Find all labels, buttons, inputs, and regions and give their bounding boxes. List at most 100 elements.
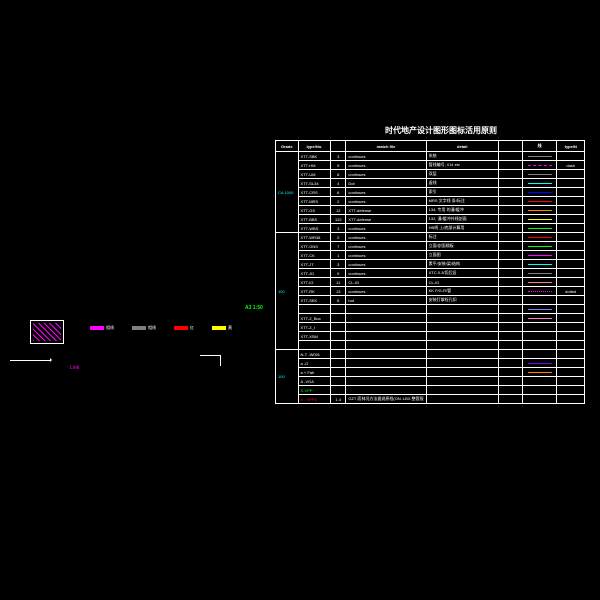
table-header: match file — [346, 141, 426, 152]
layer-detail — [426, 359, 498, 368]
table-row: XTT-SL344Dot虚线 — [276, 179, 585, 188]
line-sample-cell — [522, 377, 557, 386]
layer-num: 132 — [331, 215, 346, 224]
table-row: a -G — [276, 359, 585, 368]
layer-type2 — [557, 179, 585, 188]
layer-type2 — [557, 305, 585, 314]
line-sample-cell — [522, 386, 557, 395]
layer-type2 — [557, 215, 585, 224]
layer-name: XTT-UM — [298, 170, 331, 179]
legend-label: 黄 — [228, 325, 232, 330]
layer-num: 11 — [331, 278, 346, 287]
layer-linetype: continues — [346, 287, 426, 296]
layer-linetype — [346, 377, 426, 386]
line-sample — [528, 309, 552, 310]
layer-detail: 安装打掌栓孔扣 — [426, 296, 498, 305]
layer-detail: CL-IG — [426, 278, 498, 287]
layer-num: 13 — [331, 287, 346, 296]
line-sample — [528, 201, 552, 202]
layer-name: N-T -W001 — [298, 350, 331, 359]
hatch-swatch — [30, 320, 64, 344]
layer-linetype: continues — [346, 170, 426, 179]
layer-linetype: continues — [346, 197, 426, 206]
layer-num — [331, 323, 346, 332]
layer-type2 — [557, 278, 585, 287]
layer-detail — [426, 386, 498, 395]
layer-detail — [426, 341, 498, 350]
layer-num: 5 — [331, 161, 346, 170]
layer-num: 12 — [331, 206, 346, 215]
layer-name: XTT-IG — [298, 278, 331, 287]
layer-detail: 管线编号, 014 etc — [426, 161, 498, 170]
layer-blank — [498, 179, 522, 188]
table-row — [276, 305, 585, 314]
layer-type2: dash — [557, 161, 585, 170]
table-row: XTT-MRS2continuesMRS 文字线 条/标注 — [276, 197, 585, 206]
layer-type2 — [557, 323, 585, 332]
layer-num — [331, 341, 346, 350]
table-row: XTT-GNS7continues立面/剖面隔板 — [276, 242, 585, 251]
layer-type2 — [557, 269, 585, 278]
layer-blank — [498, 323, 522, 332]
line-sample — [528, 282, 552, 283]
layer-detail: 双层 — [426, 170, 498, 179]
layer-name: XTT-JT — [298, 260, 331, 269]
layer-detail: HB线 上/底部计算用 — [426, 224, 498, 233]
table-row: XTT-RK13continuesKK F/G-R/管dotted — [276, 287, 585, 296]
table-row: a + Fah — [276, 368, 585, 377]
layer-detail: 素平/安装/梁/结构 — [426, 260, 498, 269]
layer-detail: XTC 0.3/切后竖 — [426, 269, 498, 278]
layer-blank — [498, 224, 522, 233]
layer-num: 8 — [331, 296, 346, 305]
layer-blank — [498, 233, 522, 242]
table-header: Grade — [276, 141, 299, 152]
layer-linetype: XTT-defense — [346, 215, 426, 224]
layer-type2 — [557, 296, 585, 305]
table-row: CA 1000XTT-SBK3continues系统 — [276, 152, 585, 161]
table-row: XTT-JT3continues素平/安装/梁/结构 — [276, 260, 585, 269]
layer-type2 — [557, 251, 585, 260]
layer-name: a -G — [298, 359, 331, 368]
layer-name: XTT-CRS — [298, 188, 331, 197]
table-row: X-VPP — [276, 386, 585, 395]
layer-name: a - XPPS — [298, 395, 331, 404]
layer-type2 — [557, 188, 585, 197]
layer-blank — [498, 170, 522, 179]
line-sample — [528, 246, 552, 247]
layer-name: XTT-CK — [298, 251, 331, 260]
layer-type2 — [557, 206, 585, 215]
layer-blank — [498, 197, 522, 206]
layer-detail: 立面图 — [426, 251, 498, 260]
layer-linetype — [346, 359, 426, 368]
layer-type2 — [557, 224, 585, 233]
legend-swatch — [174, 326, 188, 330]
table-header — [498, 141, 522, 152]
layer-detail: 134, 专用 的漫/缓冲 — [426, 206, 498, 215]
legend-item: 相线 — [90, 325, 114, 331]
line-sample-cell — [522, 350, 557, 359]
line-sample-cell — [522, 206, 557, 215]
layer-blank — [498, 296, 522, 305]
layer-linetype: continues — [346, 260, 426, 269]
table-row: XTT-CRS6continues索引 — [276, 188, 585, 197]
layer-linetype — [346, 386, 426, 395]
line-sample — [528, 372, 552, 373]
layer-name: XTT-BBS — [298, 215, 331, 224]
group-label: CA 1000 — [276, 152, 299, 233]
layer-blank — [498, 314, 522, 323]
legend-label: 相线 — [148, 325, 156, 330]
line-sample-cell — [522, 215, 557, 224]
line-sample — [528, 183, 552, 184]
cad-canvas: 相线相线红黄 Link A3 1:50 时代地产设计图形图标活用原则 Grade… — [0, 0, 600, 600]
table-row: XTT-Z_Box — [276, 314, 585, 323]
layer-linetype: XTT-defense — [346, 206, 426, 215]
layer-name: XTT-MRS — [298, 197, 331, 206]
table-row — [276, 341, 585, 350]
layer-blank — [498, 377, 522, 386]
layer-detail: 系统 — [426, 152, 498, 161]
layer-name: XTT-GS — [298, 206, 331, 215]
layer-detail: 132, 漫/缓冲外线剖面 — [426, 215, 498, 224]
layer-name: XTT-JD — [298, 269, 331, 278]
layer-detail: 立面/剖面隔板 — [426, 242, 498, 251]
layer-name: XTT-Z_I — [298, 323, 331, 332]
